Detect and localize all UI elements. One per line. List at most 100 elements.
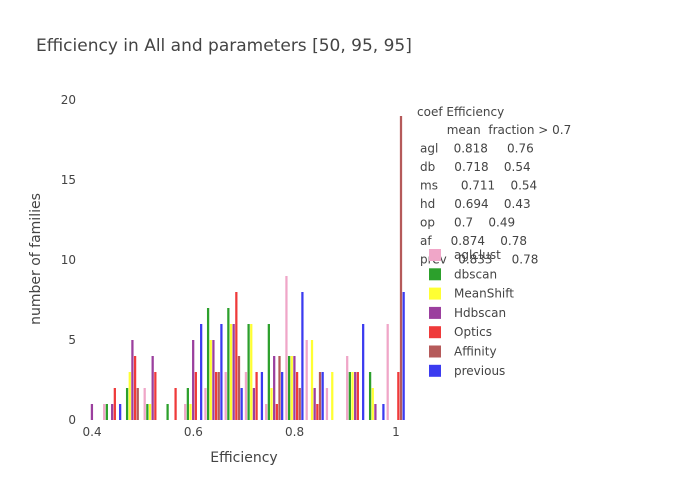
- bar-aglclust-1[interactable]: [386, 324, 389, 420]
- bar-previous-1[interactable]: [402, 292, 405, 420]
- bar-affinity-1[interactable]: [399, 116, 403, 420]
- bar-hdbscan-0.72[interactable]: [252, 388, 256, 420]
- x-tick-label: 0.4: [83, 425, 102, 439]
- bar-dbscan-0.8[interactable]: [287, 356, 291, 420]
- bar-dbscan-0.6[interactable]: [186, 388, 189, 420]
- bar-meanshift-0.52[interactable]: [148, 404, 152, 420]
- bar-optics-0.56[interactable]: [174, 388, 177, 420]
- bar-meanshift-0.88[interactable]: [331, 372, 334, 420]
- bar-aglclust-0.88[interactable]: [325, 388, 329, 420]
- bar-optics-0.8[interactable]: [295, 372, 299, 420]
- bar-optics-0.68[interactable]: [235, 292, 238, 420]
- bar-previous-0.8[interactable]: [301, 292, 304, 420]
- bar-optics-0.52[interactable]: [154, 372, 157, 420]
- bar-aglclust-0.76[interactable]: [265, 404, 268, 420]
- legend-swatch-previous[interactable]: [429, 364, 441, 377]
- bar-previous-0.76[interactable]: [281, 372, 284, 420]
- stats-line: hd 0.694 0.43: [420, 197, 531, 211]
- legend-label-previous[interactable]: previous: [454, 364, 505, 378]
- bar-aglclust-0.84[interactable]: [305, 340, 308, 420]
- bar-meanshift-0.76[interactable]: [270, 388, 273, 420]
- bar-optics-0.72[interactable]: [255, 372, 258, 420]
- bar-previous-0.44[interactable]: [119, 404, 122, 420]
- bar-dbscan-0.68[interactable]: [227, 308, 230, 420]
- legend-swatch-hdbscan[interactable]: [429, 306, 441, 319]
- legend-swatch-meanshift[interactable]: [429, 287, 441, 300]
- bar-optics-1[interactable]: [397, 372, 400, 420]
- bar-hdbscan-0.8[interactable]: [293, 356, 296, 420]
- bar-dbscan-0.48[interactable]: [125, 388, 129, 420]
- bar-aglclust-0.6[interactable]: [184, 404, 187, 420]
- legend-swatch-affinity[interactable]: [429, 345, 441, 358]
- legend-label-dbscan[interactable]: dbscan: [454, 267, 497, 281]
- bar-aglclust-0.92[interactable]: [346, 356, 349, 420]
- bar-meanshift-0.92[interactable]: [351, 372, 354, 420]
- bar-meanshift-0.72[interactable]: [250, 324, 253, 420]
- stats-line: prev 0.833 0.78: [420, 253, 538, 267]
- bar-previous-0.72[interactable]: [260, 372, 264, 420]
- bar-hdbscan-0.84[interactable]: [313, 388, 316, 420]
- bar-hdbscan-0.92[interactable]: [354, 372, 357, 420]
- bar-optics-0.92[interactable]: [356, 372, 359, 420]
- bar-aglclust-0.8[interactable]: [285, 276, 288, 420]
- bar-aglclust-0.44[interactable]: [103, 404, 106, 420]
- bar-affinity-0.84[interactable]: [318, 372, 322, 420]
- bar-optics-0.84[interactable]: [316, 404, 319, 420]
- bar-affinity-0.64[interactable]: [217, 372, 220, 420]
- bar-hdbscan-0.68[interactable]: [232, 324, 235, 420]
- bar-optics-0.44[interactable]: [113, 388, 116, 420]
- bar-previous-0.64[interactable]: [220, 324, 223, 420]
- bar-meanshift-0.68[interactable]: [229, 324, 233, 420]
- bar-affinity-0.48[interactable]: [136, 388, 139, 420]
- bar-dbscan-0.52[interactable]: [146, 404, 149, 420]
- legend-swatch-optics[interactable]: [429, 326, 441, 339]
- legend[interactable]: aglclust dbscan MeanShift Hdbscan Optics Affi…: [429, 248, 514, 378]
- legend-label-optics[interactable]: Optics: [454, 325, 492, 339]
- bar-hdbscan-0.52[interactable]: [151, 356, 154, 420]
- bar-affinity-0.68[interactable]: [237, 356, 241, 420]
- bar-affinity-0.76[interactable]: [278, 356, 281, 420]
- bar-previous-0.6[interactable]: [200, 324, 203, 420]
- bar-hdbscan-0.4[interactable]: [90, 404, 94, 420]
- bar-hdbscan-0.64[interactable]: [212, 340, 215, 420]
- bar-aglclust-0.52[interactable]: [143, 388, 146, 420]
- bar-hdbscan-0.6[interactable]: [192, 340, 195, 420]
- bar-optics-0.6[interactable]: [194, 372, 197, 420]
- bar-affinity-0.8[interactable]: [298, 388, 301, 420]
- bar-hdbscan-0.76[interactable]: [273, 356, 276, 420]
- bar-previous-0.96[interactable]: [382, 404, 385, 420]
- legend-label-meanshift[interactable]: MeanShift: [454, 287, 514, 301]
- bar-optics-0.76[interactable]: [275, 404, 278, 420]
- bar-meanshift-0.96[interactable]: [371, 388, 374, 420]
- bar-dbscan-0.76[interactable]: [267, 324, 270, 420]
- legend-label-affinity[interactable]: Affinity: [454, 345, 497, 359]
- bar-aglclust-0.72[interactable]: [244, 372, 248, 420]
- bar-optics-0.48[interactable]: [133, 356, 137, 420]
- bar-dbscan-0.44[interactable]: [105, 404, 108, 420]
- bar-hdbscan-0.44[interactable]: [111, 404, 114, 420]
- bar-optics-0.64[interactable]: [214, 372, 218, 420]
- bar-meanshift-0.8[interactable]: [290, 356, 293, 420]
- bar-previous-0.84[interactable]: [321, 372, 324, 420]
- x-tick-label: 1: [392, 425, 400, 439]
- bar-dbscan-0.92[interactable]: [348, 372, 351, 420]
- bar-hdbscan-0.96[interactable]: [374, 404, 377, 420]
- bar-dbscan-0.56[interactable]: [166, 404, 169, 420]
- bar-meanshift-0.64[interactable]: [209, 340, 212, 420]
- bar-hdbscan-0.48[interactable]: [131, 340, 134, 420]
- legend-label-hdbscan[interactable]: Hdbscan: [454, 306, 506, 320]
- bar-aglclust-0.68[interactable]: [224, 372, 227, 420]
- legend-label-aglclust[interactable]: aglclust: [454, 248, 501, 262]
- bar-previous-0.68[interactable]: [240, 388, 243, 420]
- legend-swatch-aglclust[interactable]: [429, 249, 441, 261]
- bar-dbscan-0.72[interactable]: [247, 324, 250, 420]
- bar-dbscan-0.64[interactable]: [206, 308, 210, 420]
- bar-aglclust-0.64[interactable]: [204, 388, 207, 420]
- bar-dbscan-0.96[interactable]: [368, 372, 372, 420]
- bar-previous-0.92[interactable]: [362, 324, 365, 420]
- chart-title: Efficiency in All and parameters [50, 95…: [36, 36, 412, 56]
- bar-meanshift-0.84[interactable]: [310, 340, 314, 420]
- legend-swatch-dbscan[interactable]: [429, 268, 441, 281]
- bar-meanshift-0.6[interactable]: [189, 404, 192, 420]
- bar-meanshift-0.48[interactable]: [128, 372, 131, 420]
